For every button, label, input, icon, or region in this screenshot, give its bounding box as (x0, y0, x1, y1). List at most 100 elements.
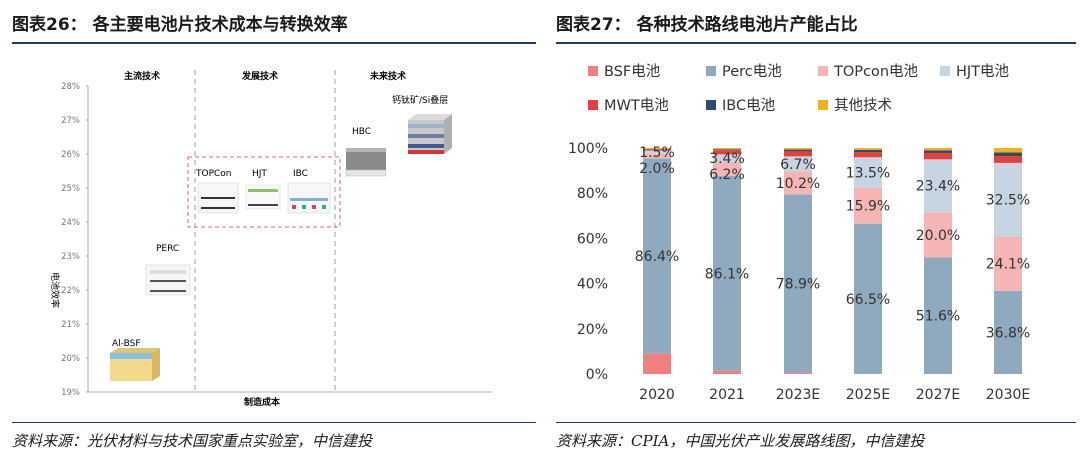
bar-segment (994, 236, 1022, 291)
bar-segment (854, 223, 882, 374)
right-panel-title: 图表27： 各种技术路线电池片产能占比 (556, 15, 858, 35)
left-source-note: 资料来源：光伏材料与技术国家重点实验室，中信建投 (12, 432, 373, 450)
data-label: 20.0% (916, 228, 960, 244)
bar-segment (784, 372, 812, 374)
bar-segment (784, 156, 812, 172)
x-tick-label: 2025E (846, 387, 890, 403)
right-source-note: 资料来源：CPIA，中国光伏产业发展路线图，中信建投 (556, 432, 925, 450)
legend-swatch (818, 100, 828, 110)
bar-segment (854, 148, 882, 150)
data-label: 36.8% (986, 325, 1030, 341)
bar-segment (643, 148, 671, 149)
bar-segment (713, 148, 741, 150)
bar-segment (854, 157, 882, 188)
chart-legend: BSF电池 Perc电池 TOPcon电池 HJT电池 MWT电池 IBC电池 其他技术 (588, 63, 1009, 114)
y-axis-title: 电池效率 (49, 272, 61, 308)
data-label: 2.0% (639, 161, 675, 177)
data-labels: 1.5%2.0% 86.4% 3.4%6.2% 86.1% 6.7% 10.2% 78.9%… (635, 145, 1030, 341)
data-label: 10.2% (776, 176, 820, 192)
legend-label: IBC电池 (722, 97, 775, 114)
section-mainstream: 主流技术 (124, 70, 160, 82)
legend-label: BSF电池 (604, 63, 660, 80)
data-label: 32.5% (986, 193, 1030, 209)
bar-segment (713, 162, 741, 177)
bar-segment (994, 162, 1022, 237)
bar-segment (784, 194, 812, 373)
legend-swatch (706, 66, 716, 76)
bar-segment (924, 257, 952, 374)
data-label: 6.7% (780, 157, 816, 173)
y-tick-label: 80% (577, 186, 608, 202)
left-bottom-rule (12, 422, 536, 423)
bar-segment (924, 159, 952, 213)
data-label: 78.9% (776, 277, 820, 293)
legend-label: MWT电池 (604, 97, 669, 114)
tandem-label: 钙钛矿/Si叠层 (392, 94, 448, 106)
y-tick-label: 20% (61, 354, 80, 364)
bar-segment (924, 152, 952, 160)
bar-segment (784, 149, 812, 152)
y-tick-label: 25% (61, 184, 80, 194)
al-bsf-label: Al-BSF (112, 339, 141, 349)
hbc-cell: HBC (345, 127, 387, 177)
legend-swatch (940, 66, 950, 76)
x-tick-label: 2021 (709, 387, 745, 403)
al-bsf-cell: Al-BSF (110, 339, 160, 381)
data-label: 51.6% (916, 309, 960, 325)
bar-segment (643, 149, 671, 151)
bar-segment (713, 149, 741, 151)
legend-label: Perc电池 (722, 63, 782, 80)
y-tick-label: 22% (61, 286, 80, 296)
bar-segment (994, 148, 1022, 153)
x-tick-label: 2030E (986, 387, 1030, 403)
bar-segment (643, 150, 671, 154)
y-tick-label: 40% (577, 277, 608, 293)
bar-segment (854, 149, 882, 153)
right-bottom-rule (556, 422, 1076, 423)
bar-segment (924, 150, 952, 153)
y-tick-label: 21% (61, 320, 80, 330)
left-panel-title: 图表26： 各主要电池片技术成本与转换效率 (12, 15, 348, 35)
topcon-cell: TOPCon (195, 169, 239, 214)
data-label: 6.2% (709, 167, 745, 183)
bar-segment (713, 370, 741, 374)
hbc-label: HBC (352, 127, 371, 137)
legend-label: 其他技术 (834, 97, 892, 114)
left-title-rule (12, 42, 536, 44)
y-tick-label: 0% (586, 367, 608, 383)
bar-segment (994, 290, 1022, 374)
hjt-label: HJT (252, 169, 267, 179)
legend-swatch (818, 66, 828, 76)
bar-segment (643, 158, 671, 354)
y-tick-label: 26% (61, 150, 80, 160)
legend-label: HJT电池 (956, 63, 1009, 80)
legend-swatch (588, 100, 598, 110)
hjt-cell: HJT (245, 169, 281, 210)
y-axis-ticks: 0% 20% 40% 60% 80% 100% (568, 141, 608, 383)
x-tick-label: 2023E (776, 387, 820, 403)
bar-segment (713, 176, 741, 371)
y-tick-label: 60% (577, 231, 608, 247)
section-future: 未来技术 (369, 70, 406, 82)
y-tick-label: 100% (568, 141, 608, 157)
ibc-label: IBC (293, 169, 308, 179)
section-developing: 发展技术 (241, 70, 278, 82)
right-panel: 图表27： 各种技术路线电池片产能占比 BSF电池 Perc电池 TOPcon电池 H… (548, 0, 1080, 461)
bar-segment (784, 151, 812, 157)
highlight-box (187, 156, 341, 228)
y-tick-label: 24% (61, 218, 80, 228)
bar-segment (924, 212, 952, 258)
bar-segment (643, 153, 671, 159)
data-label: 86.1% (705, 266, 749, 282)
tandem-cell: 钙钛矿/Si叠层 (392, 94, 452, 154)
legend-swatch (588, 66, 598, 76)
data-label: 15.9% (846, 199, 890, 215)
data-label: 86.4% (635, 249, 679, 265)
y-tick-label: 20% (577, 322, 608, 338)
data-label: 1.5% (639, 145, 675, 161)
bar-segment (924, 148, 952, 151)
x-axis-title: 制造成本 (244, 396, 281, 408)
y-tick-label: 28% (61, 82, 80, 92)
x-axis-ticks: 2020 2021 2023E 2025E 2027E 2030E (639, 387, 1030, 403)
y-tick-label: 19% (61, 388, 80, 398)
